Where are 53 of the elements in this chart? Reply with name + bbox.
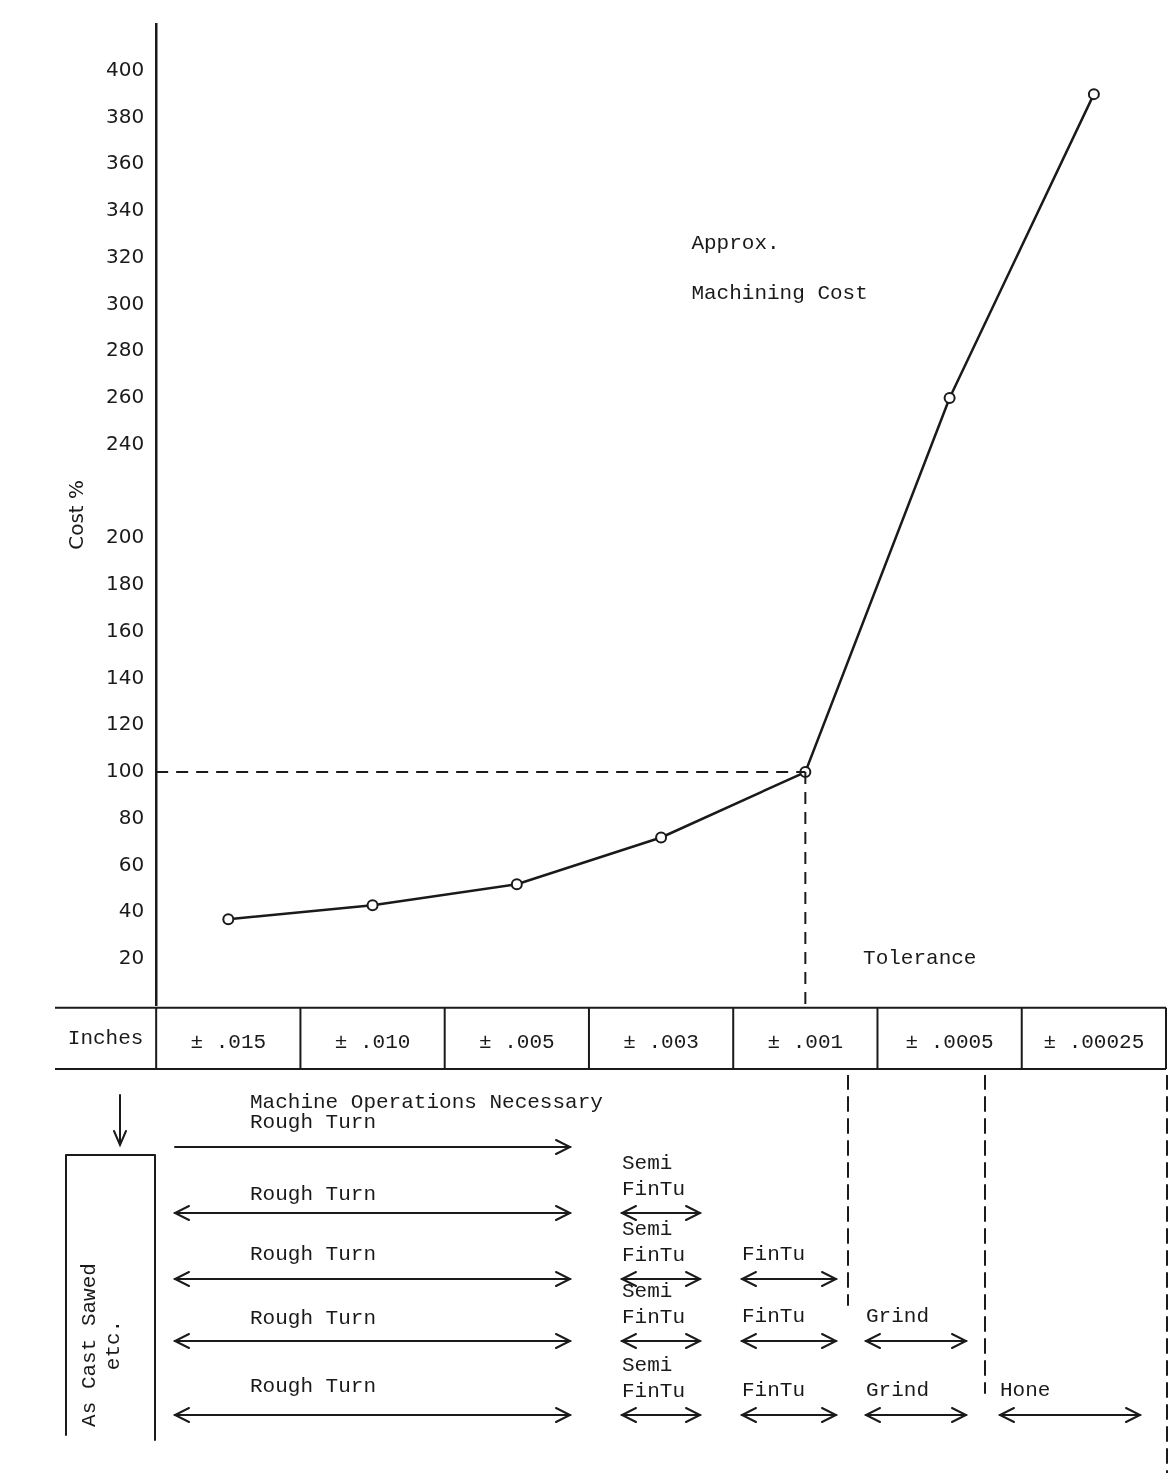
point — [366, 899, 379, 912]
x-axis-title: Inches — [67, 1026, 144, 1050]
y-tick-label: 40 — [118, 898, 145, 923]
y-tick-label: 340 — [105, 197, 145, 222]
point — [655, 831, 668, 844]
x-tick-label: ± .010 — [334, 1030, 411, 1054]
annotation: Tolerance — [863, 946, 977, 970]
text: Semi FinTu — [622, 1217, 686, 1269]
y-tick-label: 180 — [105, 571, 145, 596]
y-tick-label: 400 — [105, 56, 145, 81]
x-tick-label: ± .005 — [479, 1030, 555, 1054]
x-tick-label: ± .00025 — [1043, 1030, 1145, 1054]
y-tick-label: 280 — [105, 337, 145, 362]
text: Rough Turn — [250, 1183, 377, 1206]
y-tick-label: 120 — [105, 711, 145, 736]
y-tick-label: 360 — [105, 150, 145, 175]
text: Rough Turn — [250, 1243, 377, 1266]
y-tick-label: 300 — [105, 290, 145, 315]
y-tick-label: 260 — [105, 384, 145, 409]
text: As Cast Sawed etc. — [78, 1262, 126, 1429]
x-tick-label: ± .003 — [623, 1030, 699, 1054]
y-axis-title: Cost % — [64, 479, 89, 550]
text: Semi FinTu — [622, 1353, 686, 1405]
point — [510, 878, 523, 891]
text: Semi FinTu — [622, 1151, 686, 1203]
y-tick-label: 320 — [105, 243, 145, 268]
text: FinTu — [742, 1305, 806, 1328]
text: FinTu — [742, 1379, 806, 1402]
y-tick-label: 140 — [105, 664, 145, 689]
y-tick-label: 200 — [105, 524, 145, 549]
text: FinTu — [742, 1243, 806, 1266]
text: Machine Operations Necessary — [250, 1091, 603, 1114]
point — [222, 913, 235, 926]
point — [943, 392, 956, 405]
y-tick-label: 20 — [118, 945, 145, 970]
x-tick-label: ± .0005 — [905, 1030, 994, 1054]
text: Rough Turn — [250, 1375, 377, 1398]
text: Grind — [866, 1379, 930, 1402]
y-tick-label: 100 — [105, 758, 145, 783]
text: Grind — [866, 1305, 930, 1328]
y-tick-label: 60 — [118, 851, 145, 876]
point — [1087, 88, 1100, 101]
text: Rough Turn — [250, 1307, 377, 1330]
text: Semi FinTu — [622, 1279, 686, 1331]
text: Rough Turn — [250, 1111, 377, 1134]
x-tick-label: ± .015 — [190, 1030, 267, 1054]
y-tick-label: 240 — [105, 430, 145, 455]
x-tick-label: ± .001 — [767, 1030, 844, 1054]
y-tick-label: 80 — [118, 804, 145, 829]
y-tick-label: 380 — [105, 103, 145, 128]
text: Approx. Machining Cost — [691, 232, 868, 305]
text: Hone — [1000, 1379, 1051, 1402]
y-tick-label: 160 — [105, 617, 145, 642]
